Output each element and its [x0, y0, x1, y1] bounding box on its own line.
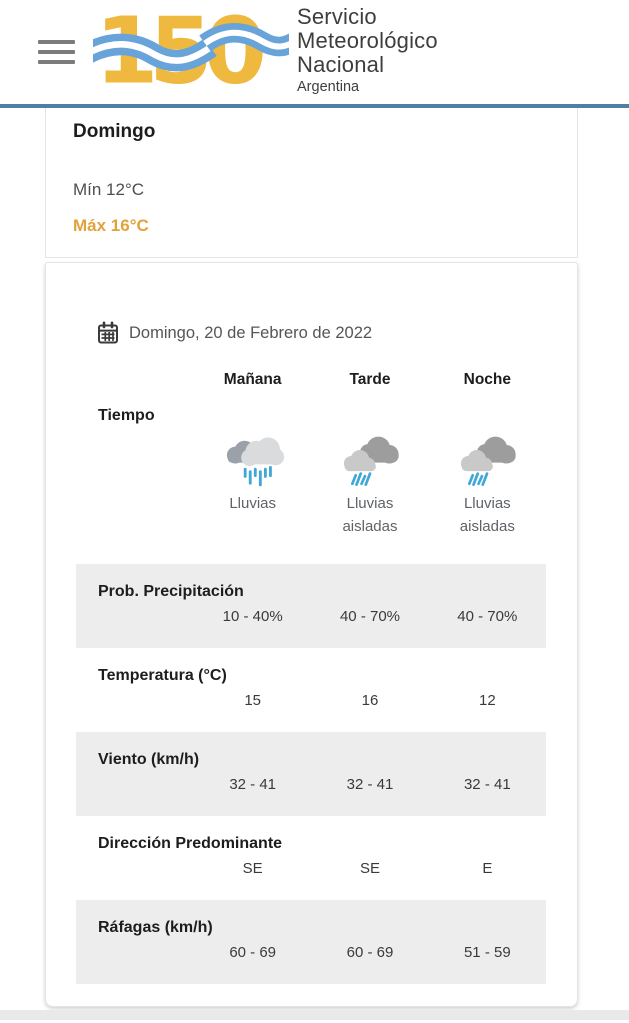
right-wave-ribbon	[199, 22, 300, 56]
weather-cell-tarde: Lluvias aisladas	[311, 433, 428, 538]
cell-value: 60 - 69	[346, 944, 394, 961]
cell-value: 40 - 70%	[339, 608, 401, 625]
col-header-noche: Noche	[463, 371, 512, 388]
org-line-3: Nacional	[297, 52, 385, 77]
weather-caption: Lluvias	[229, 495, 277, 512]
cell-value: 10 - 40%	[222, 608, 283, 625]
org-country: Argentina	[297, 79, 360, 95]
table-row-rafagas: Ráfagas (km/h) 60 - 69 60 - 69 51 - 59	[76, 900, 546, 984]
table-row-precipitacion: Prob. Precipitación 10 - 40% 40 - 70% 40…	[76, 564, 546, 648]
cell-value: 15	[244, 692, 261, 709]
col-header-manana: Mañana	[223, 371, 282, 388]
weather-cell-manana: Lluvias	[194, 433, 311, 515]
day-title: Domingo	[73, 121, 156, 142]
isolated-rain-icon	[461, 436, 516, 486]
cell-value: SE	[359, 860, 380, 877]
rain-icon	[226, 437, 284, 487]
org-line-1: Servicio	[297, 4, 377, 29]
table-row-tiempo: Tiempo	[76, 405, 546, 564]
weather-cell-noche: Lluvias aisladas	[429, 433, 546, 538]
cell-value: 40 - 70%	[457, 608, 518, 625]
forecast-date-row: Domingo, 20 de Febrero de 2022	[96, 321, 577, 345]
weather-caption: Lluvias aisladas	[459, 495, 515, 535]
row-label: Dirección Predominante	[98, 835, 283, 852]
cell-value: 32 - 41	[463, 776, 511, 793]
left-wave-ribbon	[76, 33, 217, 71]
row-label: Tiempo	[98, 407, 155, 424]
row-label: Prob. Precipitación	[98, 583, 244, 600]
table-row-temperatura: Temperatura (°C) 15 16 12	[76, 648, 546, 732]
page-background-strip	[0, 1010, 629, 1020]
weather-caption: Lluvias aisladas	[342, 495, 398, 535]
row-label: Ráfagas (km/h)	[98, 919, 213, 936]
max-temperature: Máx 16°C	[73, 216, 149, 235]
cell-value: 32 - 41	[229, 776, 277, 793]
row-label: Temperatura (°C)	[98, 667, 227, 684]
calendar-icon	[98, 321, 118, 344]
smn-150-logo[interactable]: 150	[76, 0, 300, 104]
cell-value: 16	[361, 692, 379, 709]
cell-value: 12	[478, 692, 496, 709]
table-row-direccion: Dirección Predominante SE SE E	[76, 816, 546, 900]
day-summary-card: Domingo Mín 12°C Máx 16°C	[45, 108, 578, 258]
hamburger-menu-icon[interactable]	[38, 40, 75, 64]
min-temperature: Mín 12°C	[73, 180, 145, 199]
cell-value: E	[482, 860, 493, 877]
cell-value: 51 - 59	[463, 944, 511, 961]
forecast-table: Mañana Tarde Noche Tiempo	[76, 371, 546, 984]
table-row-viento: Viento (km/h) 32 - 41 32 - 41 32 - 41	[76, 732, 546, 816]
org-line-2: Meteorológico	[297, 28, 438, 53]
app-header: 150 Servicio Meteorológico Nacional Arge…	[0, 0, 629, 108]
forecast-card: Domingo, 20 de Febrero de 2022 Mañana Ta…	[45, 262, 578, 1007]
cell-value: 60 - 69	[229, 944, 277, 961]
isolated-rain-icon	[343, 436, 399, 486]
org-name: Servicio Meteorológico Nacional Argentin…	[297, 5, 438, 99]
cell-value: SE	[242, 860, 263, 877]
cell-value: 32 - 41	[346, 776, 394, 793]
forecast-date: Domingo, 20 de Febrero de 2022	[129, 323, 373, 342]
col-header-tarde: Tarde	[349, 371, 391, 388]
row-label: Viento (km/h)	[98, 751, 200, 768]
column-headers: Mañana Tarde Noche	[76, 371, 546, 389]
